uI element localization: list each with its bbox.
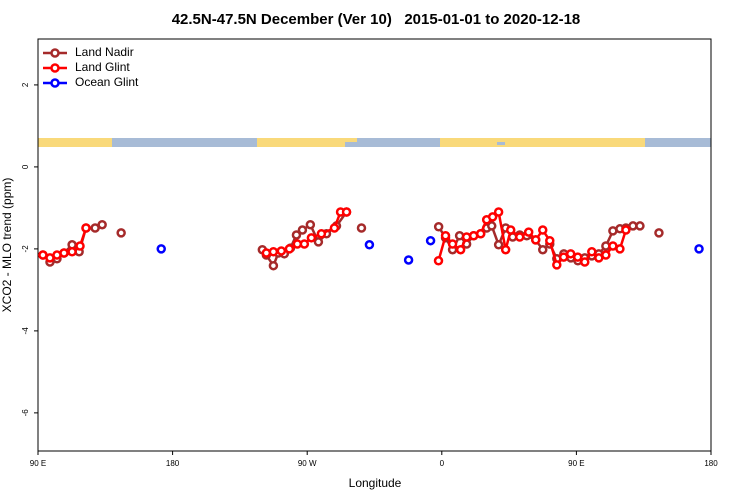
data-point <box>635 221 645 231</box>
data-point <box>505 225 516 235</box>
data-point <box>694 244 704 254</box>
y-tick-label: -6 <box>21 409 30 417</box>
data-point <box>447 239 458 249</box>
y-tick-label: 0 <box>21 164 30 169</box>
legend-label: Ocean Glint <box>75 75 139 89</box>
data-point <box>341 207 352 217</box>
data-point <box>523 227 534 237</box>
data-point <box>565 249 576 259</box>
data-point <box>291 230 302 240</box>
y-tick-label: 2 <box>21 82 30 87</box>
data-point <box>487 221 497 231</box>
data-point <box>538 225 548 235</box>
data-point <box>545 235 555 246</box>
y-axis-label: XCO2 - MLO trend (ppm) <box>0 178 14 313</box>
data-point <box>156 244 166 254</box>
data-point <box>116 228 126 238</box>
x-axis-label: Longitude <box>349 476 402 490</box>
legend-label: Land Glint <box>75 60 130 74</box>
data-point <box>316 228 327 239</box>
land-strip <box>257 138 345 147</box>
data-point <box>440 231 451 241</box>
data-point <box>425 235 436 246</box>
data-point <box>514 232 525 242</box>
chart-title: 42.5N-47.5N December (Ver 10) 2015-01-01… <box>172 11 581 28</box>
data-point <box>268 247 279 257</box>
data-point <box>356 223 367 233</box>
data-point <box>654 228 664 238</box>
y-tick-label: -2 <box>21 245 30 253</box>
data-point <box>500 244 511 255</box>
plot-frame <box>37 38 712 452</box>
x-tick-label: 90 W <box>298 459 317 468</box>
land-strip <box>345 138 357 142</box>
data-point <box>433 256 444 266</box>
data-point <box>493 207 504 217</box>
legend-marker <box>50 48 60 58</box>
data-point <box>313 237 324 247</box>
x-tick-label: 90 E <box>30 459 46 468</box>
data-point <box>615 244 625 254</box>
data-point <box>306 233 317 243</box>
data-point <box>284 244 295 254</box>
data-point <box>455 244 466 255</box>
data-point <box>580 257 590 267</box>
data-point <box>530 235 541 245</box>
x-tick-label: 180 <box>704 459 718 468</box>
data-point <box>75 241 85 251</box>
data-point <box>621 225 631 235</box>
data-point <box>364 240 375 250</box>
data-point <box>59 248 69 258</box>
data-point <box>538 244 548 255</box>
data-point <box>90 223 100 233</box>
data-point <box>493 240 504 250</box>
legend-marker <box>50 78 60 88</box>
land-strip <box>440 138 645 147</box>
data-point <box>67 247 77 257</box>
ocean-strip <box>497 142 505 145</box>
land-mask <box>38 138 711 147</box>
y-tick-label: -4 <box>21 327 30 335</box>
data-point <box>552 260 562 270</box>
x-tick-label: 0 <box>440 459 445 468</box>
data-point <box>475 228 486 239</box>
data-point <box>587 247 597 257</box>
legend-marker <box>50 63 60 73</box>
data-point <box>433 222 444 232</box>
data-point <box>97 219 107 230</box>
land-strip <box>38 138 112 147</box>
ocean-strip <box>38 138 711 147</box>
data-point <box>558 252 569 262</box>
data-point <box>329 223 340 233</box>
data-point <box>601 250 611 260</box>
data-point <box>305 219 316 230</box>
data-point <box>572 252 583 262</box>
data-point <box>487 212 498 222</box>
data-point <box>297 225 308 235</box>
data-point <box>276 246 287 256</box>
legend-label: Land Nadir <box>75 45 134 59</box>
x-tick-label: 90 E <box>568 459 584 468</box>
data-point <box>403 255 414 265</box>
data-point <box>299 239 310 249</box>
x-tick-label: 180 <box>166 459 180 468</box>
data-point <box>268 260 279 271</box>
data-point <box>81 223 91 233</box>
